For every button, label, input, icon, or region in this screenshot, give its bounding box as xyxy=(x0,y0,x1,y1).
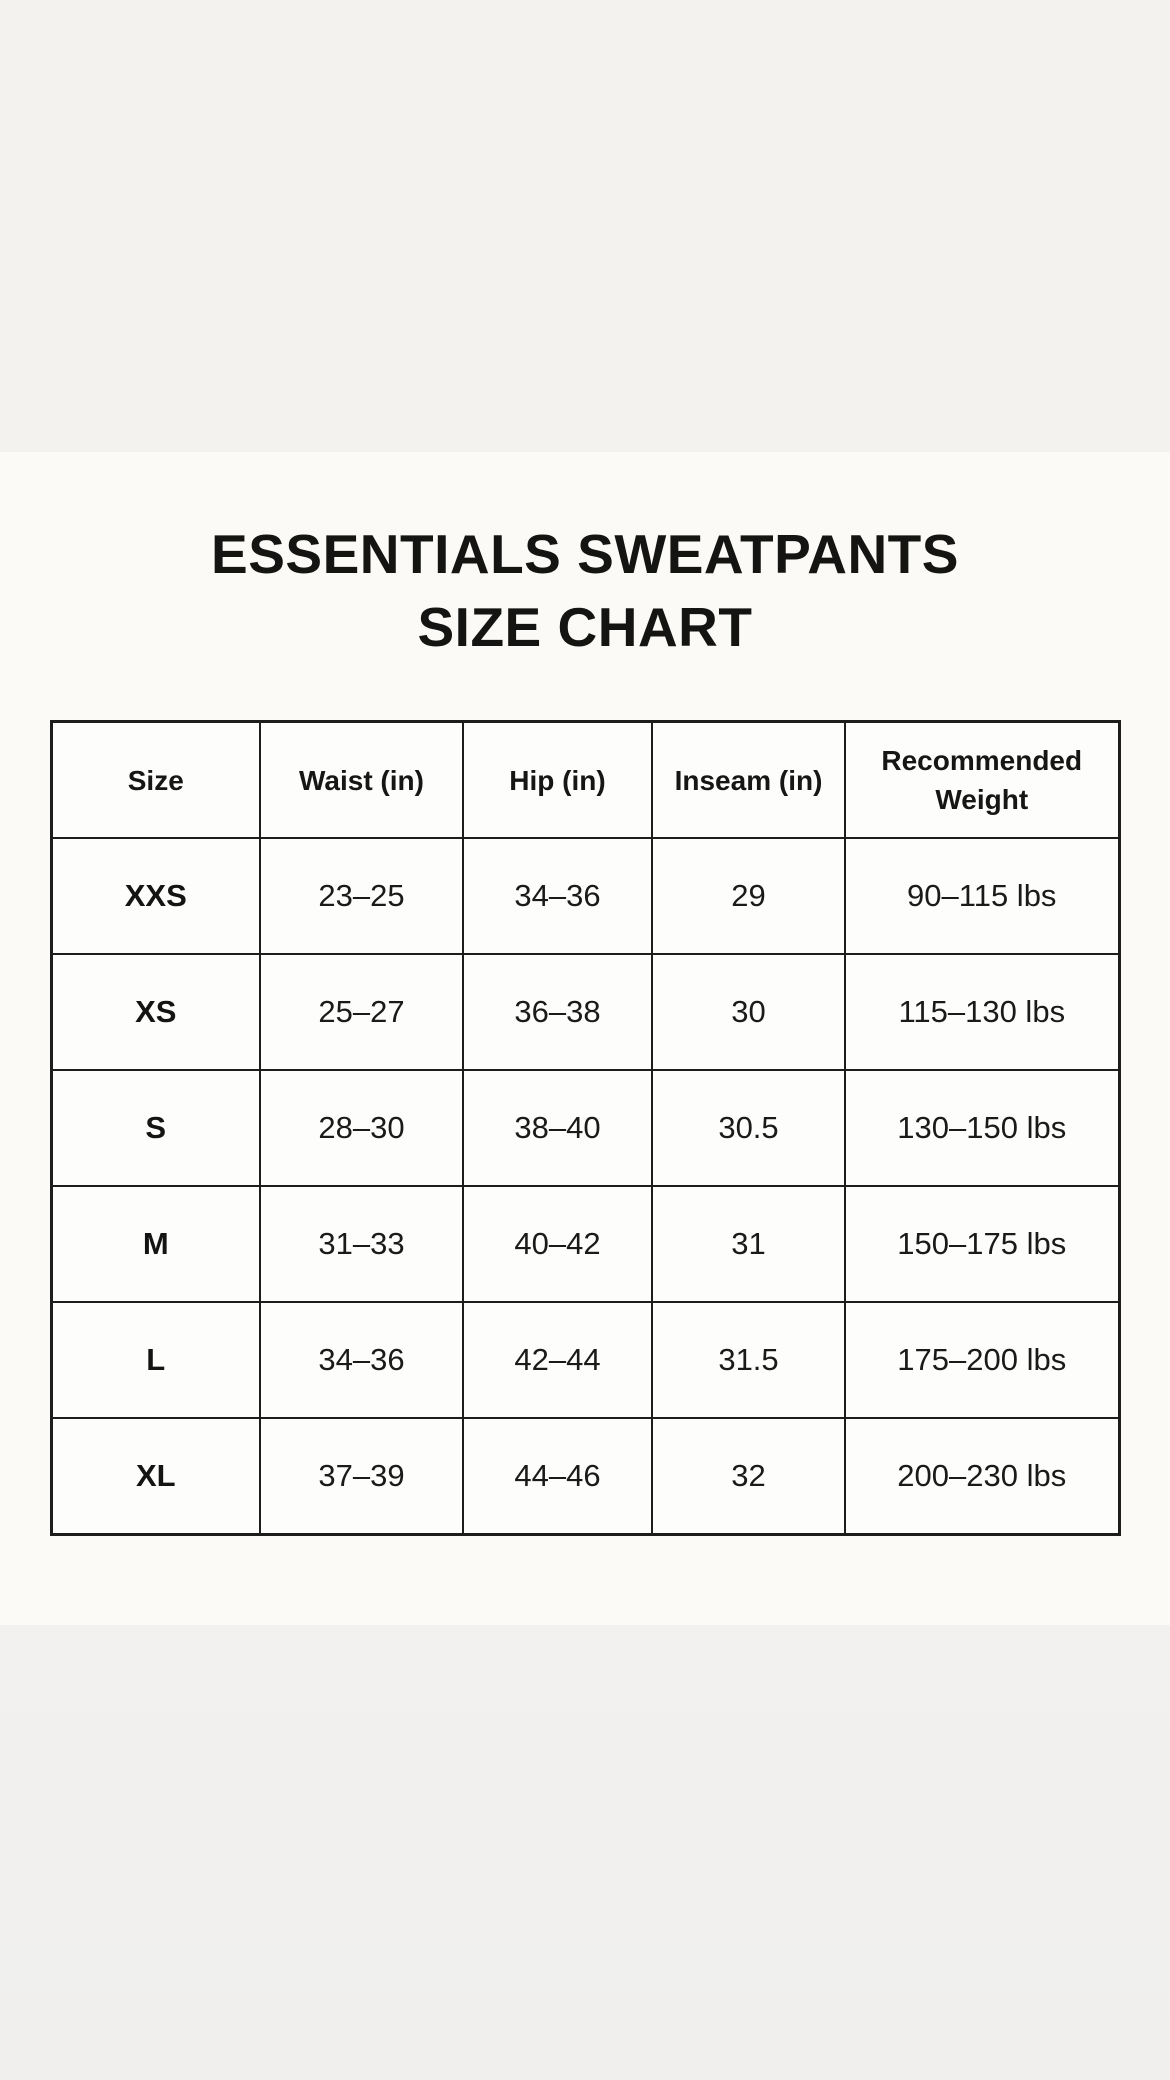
column-header-weight: Recommended Weight xyxy=(844,720,1120,840)
inseam-cell: 29 xyxy=(651,837,846,956)
table-row-xs: XS 25–27 36–38 30 115–130 lbs xyxy=(50,953,1120,1072)
size-cell: S xyxy=(50,1069,261,1188)
size-cell: M xyxy=(50,1185,261,1304)
waist-cell: 37–39 xyxy=(259,1417,464,1536)
weight-cell: 175–200 lbs xyxy=(844,1301,1120,1420)
inseam-cell: 31.5 xyxy=(651,1301,846,1420)
size-cell: L xyxy=(50,1301,261,1420)
inseam-cell: 31 xyxy=(651,1185,846,1304)
table-row-s: S 28–30 38–40 30.5 130–150 lbs xyxy=(50,1069,1120,1188)
table-row-xxs: XXS 23–25 34–36 29 90–115 lbs xyxy=(50,837,1120,956)
page-title: ESSENTIALS SWEATPANTS SIZE CHART xyxy=(0,452,1170,664)
header-row: Size Waist (in) Hip (in) Inseam (in) Rec… xyxy=(50,720,1120,840)
waist-cell: 28–30 xyxy=(259,1069,464,1188)
weight-cell: 115–130 lbs xyxy=(844,953,1120,1072)
size-chart-panel: ESSENTIALS SWEATPANTS SIZE CHART Size Wai… xyxy=(0,452,1170,1625)
weight-cell: 130–150 lbs xyxy=(844,1069,1120,1188)
weight-cell: 200–230 lbs xyxy=(844,1417,1120,1536)
weight-cell: 150–175 lbs xyxy=(844,1185,1120,1304)
hip-cell: 34–36 xyxy=(462,837,653,956)
table-row-l: L 34–36 42–44 31.5 175–200 lbs xyxy=(50,1301,1120,1420)
hip-cell: 38–40 xyxy=(462,1069,653,1188)
waist-cell: 23–25 xyxy=(259,837,464,956)
title-line-2: SIZE CHART xyxy=(417,596,753,659)
inseam-cell: 32 xyxy=(651,1417,846,1536)
inseam-cell: 30.5 xyxy=(651,1069,846,1188)
hip-cell: 42–44 xyxy=(462,1301,653,1420)
column-header-inseam: Inseam (in) xyxy=(651,720,846,840)
waist-cell: 25–27 xyxy=(259,953,464,1072)
column-header-size: Size xyxy=(50,720,261,840)
hip-cell: 44–46 xyxy=(462,1417,653,1536)
table-row-m: M 31–33 40–42 31 150–175 lbs xyxy=(50,1185,1120,1304)
hip-cell: 36–38 xyxy=(462,953,653,1072)
size-cell: XS xyxy=(50,953,261,1072)
waist-cell: 34–36 xyxy=(259,1301,464,1420)
size-cell: XL xyxy=(50,1417,261,1536)
size-chart-table: Size Waist (in) Hip (in) Inseam (in) Rec… xyxy=(49,720,1121,1536)
top-letterbox xyxy=(0,0,1170,452)
table-row-xl: XL 37–39 44–46 32 200–230 lbs xyxy=(50,1417,1120,1536)
waist-cell: 31–33 xyxy=(259,1185,464,1304)
column-header-waist: Waist (in) xyxy=(259,720,464,840)
column-header-hip: Hip (in) xyxy=(462,720,653,840)
inseam-cell: 30 xyxy=(651,953,846,1072)
title-line-1: ESSENTIALS SWEATPANTS xyxy=(211,523,959,585)
weight-cell: 90–115 lbs xyxy=(844,837,1120,956)
hip-cell: 40–42 xyxy=(462,1185,653,1304)
size-cell: XXS xyxy=(50,837,261,956)
bottom-letterbox xyxy=(0,1625,1170,2080)
